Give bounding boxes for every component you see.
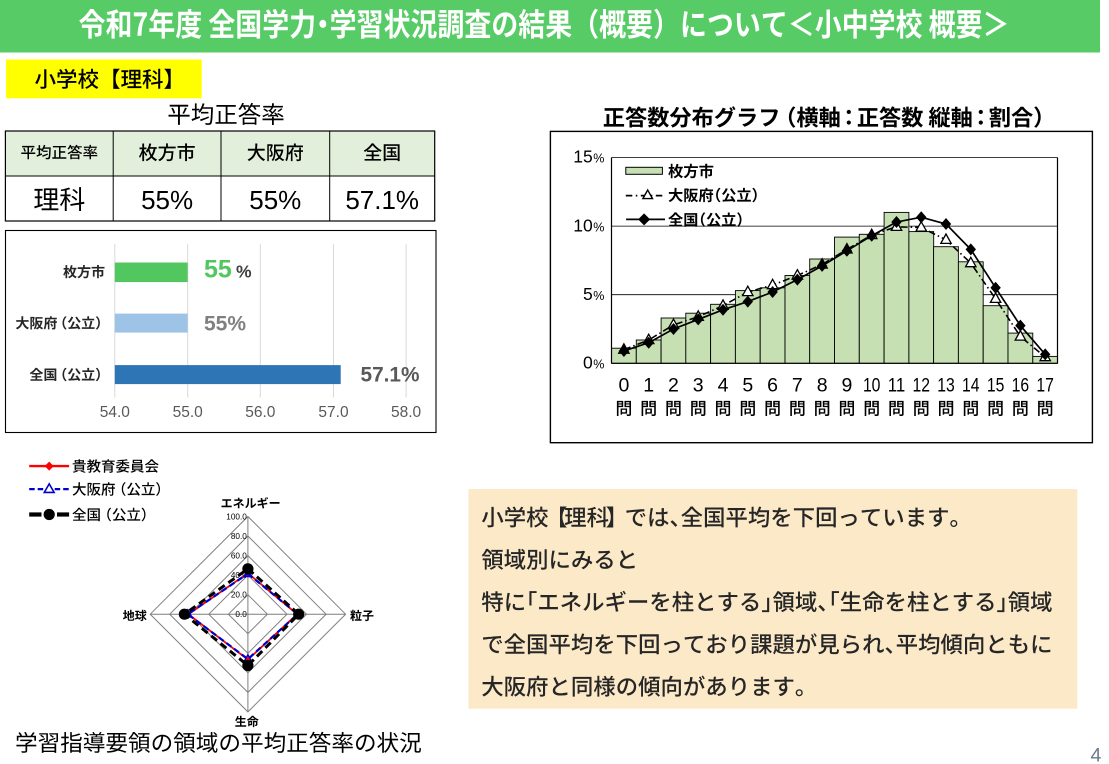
svg-text:5: 5 bbox=[583, 284, 593, 304]
svg-text:16: 16 bbox=[1012, 375, 1030, 397]
svg-text:11: 11 bbox=[888, 375, 906, 397]
svg-text:17: 17 bbox=[1036, 375, 1054, 397]
svg-text:55: 55 bbox=[204, 256, 232, 284]
svg-text:57.1%: 57.1% bbox=[345, 185, 419, 215]
svg-text:15: 15 bbox=[573, 147, 592, 167]
svg-text:80.0: 80.0 bbox=[231, 532, 247, 541]
svg-text:0.0: 0.0 bbox=[235, 610, 247, 619]
svg-text:7: 7 bbox=[792, 375, 803, 397]
svg-text:0: 0 bbox=[583, 353, 593, 373]
svg-text:12: 12 bbox=[913, 375, 931, 397]
svg-text:6: 6 bbox=[767, 375, 778, 397]
svg-text:%: % bbox=[593, 152, 604, 166]
svg-text:57.0: 57.0 bbox=[318, 404, 349, 421]
svg-text:0: 0 bbox=[618, 375, 629, 397]
svg-text:58.0: 58.0 bbox=[391, 404, 422, 421]
svg-text:2: 2 bbox=[668, 375, 679, 397]
svg-text:13: 13 bbox=[937, 375, 955, 397]
svg-text:9: 9 bbox=[841, 375, 852, 397]
svg-text:8: 8 bbox=[817, 375, 828, 397]
svg-text:%: % bbox=[593, 289, 604, 303]
svg-text:15: 15 bbox=[987, 375, 1005, 397]
svg-text:55%: 55% bbox=[249, 185, 301, 215]
svg-text:55%: 55% bbox=[141, 185, 193, 215]
svg-text:54.0: 54.0 bbox=[100, 404, 131, 421]
svg-text:%: % bbox=[593, 358, 604, 372]
svg-text:57.1%: 57.1% bbox=[361, 364, 420, 387]
svg-text:56.0: 56.0 bbox=[245, 404, 276, 421]
svg-text:55.0: 55.0 bbox=[173, 404, 204, 421]
svg-text:20.0: 20.0 bbox=[231, 590, 247, 599]
svg-text:%: % bbox=[236, 262, 252, 282]
svg-text:14: 14 bbox=[962, 375, 980, 397]
svg-text:1: 1 bbox=[643, 375, 654, 397]
svg-text:5: 5 bbox=[742, 375, 753, 397]
svg-text:100.0: 100.0 bbox=[226, 512, 247, 521]
svg-text:4: 4 bbox=[718, 375, 729, 397]
svg-text:10: 10 bbox=[573, 215, 593, 235]
svg-text:60.0: 60.0 bbox=[231, 551, 247, 560]
svg-text:%: % bbox=[593, 220, 604, 234]
svg-text:10: 10 bbox=[863, 375, 881, 397]
svg-text:3: 3 bbox=[693, 375, 704, 397]
svg-text:4: 4 bbox=[1090, 745, 1101, 764]
svg-text:55%: 55% bbox=[204, 313, 246, 336]
